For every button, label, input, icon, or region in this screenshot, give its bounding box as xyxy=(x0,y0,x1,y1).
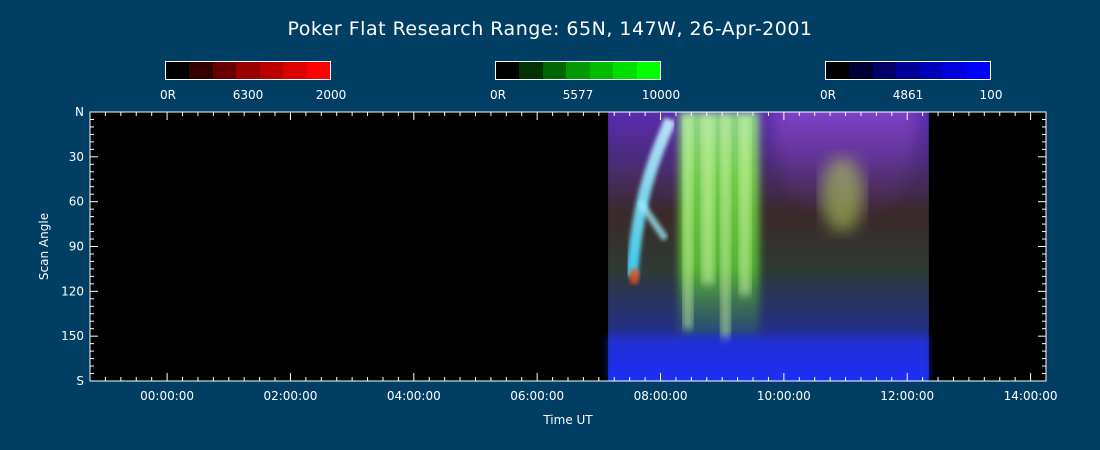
y-tick-label-0: N xyxy=(75,105,84,119)
x-tick-label-4: 08:00:00 xyxy=(634,389,688,403)
aurora-intensity-image xyxy=(608,112,929,381)
colorbar-swatch-4861-1 xyxy=(849,62,873,79)
chart-title: Poker Flat Research Range: 65N, 147W, 26… xyxy=(287,18,813,40)
green-aurora-streak-2 xyxy=(720,116,731,341)
x-tick-label-0: 00:00:00 xyxy=(140,389,194,403)
red-spot xyxy=(629,268,640,285)
colorbar-5577-wavelength-label: 5577 xyxy=(562,88,594,102)
cyan-arc-branch xyxy=(636,199,669,242)
colorbar-5577-gradient xyxy=(495,61,661,80)
colorbar-swatch-4861-5 xyxy=(943,62,967,79)
y-tick-label-3: 90 xyxy=(69,240,84,254)
yellow-green-patch xyxy=(820,156,865,232)
colorbar-swatch-6300-0 xyxy=(166,62,190,79)
y-axis-label: Scan Angle xyxy=(37,213,51,280)
y-tick-label-5: 150 xyxy=(61,329,84,343)
colorbar-swatch-4861-0 xyxy=(826,62,850,79)
green-aurora-streak-3 xyxy=(739,116,751,296)
colorbar-5577-max-label: 10000 xyxy=(641,88,681,102)
colorbar-6300-gradient xyxy=(165,61,331,80)
colorbar-swatch-4861-2 xyxy=(872,62,897,79)
y-tick-label-1: 30 xyxy=(69,150,84,164)
colorbar-4861-gradient xyxy=(825,61,991,80)
y-tick-label-6: S xyxy=(76,374,84,388)
x-tick-label-2: 04:00:00 xyxy=(387,389,441,403)
green-aurora-streak-0 xyxy=(683,116,693,329)
cyan-arc xyxy=(625,117,677,277)
x-axis-label: Time UT xyxy=(542,413,593,427)
colorbar-swatch-5577-3 xyxy=(566,62,590,79)
x-tick-label-5: 10:00:00 xyxy=(757,389,811,403)
colorbar-swatch-5577-6 xyxy=(636,62,660,79)
x-tick-label-3: 06:00:00 xyxy=(510,389,564,403)
y-tick-label-4: 120 xyxy=(61,284,84,298)
colorbar-swatch-6300-6 xyxy=(306,62,330,79)
colorbar-swatch-6300-3 xyxy=(236,62,260,79)
colorbar-4861-max-label: 100 xyxy=(979,88,1003,102)
colorbar-swatch-6300-2 xyxy=(212,62,237,79)
colorbar-swatch-5577-2 xyxy=(542,62,567,79)
colorbar-swatch-6300-4 xyxy=(259,62,284,79)
colorbar-swatch-5577-5 xyxy=(613,62,637,79)
colorbar-swatch-5577-1 xyxy=(519,62,543,79)
colorbar-swatch-5577-0 xyxy=(496,62,520,79)
colorbar-6300-wavelength-label: 6300 xyxy=(232,88,264,102)
colorbar-4861-wavelength-label: 4861 xyxy=(892,88,924,102)
colorbar-swatch-4861-6 xyxy=(966,62,990,79)
colorbar-4861-min-label: 0R xyxy=(820,88,836,102)
colorbar-swatch-4861-4 xyxy=(919,62,944,79)
y-tick-label-2: 60 xyxy=(69,195,84,209)
colorbar-6300-min-label: 0R xyxy=(160,88,176,102)
colorbar-5577-min-label: 0R xyxy=(490,88,506,102)
x-tick-label-6: 12:00:00 xyxy=(880,389,934,403)
colorbar-swatch-4861-3 xyxy=(896,62,920,79)
colorbar-6300-max-label: 2000 xyxy=(315,88,347,102)
x-tick-label-7: 14:00:00 xyxy=(1004,389,1058,403)
x-tick-label-1: 02:00:00 xyxy=(263,389,317,403)
axis-ticks: 00:00:00 02:00:00 04:00:00 06:00:00 08:00:00… xyxy=(61,105,1057,403)
colorbar-swatch-5577-4 xyxy=(589,62,614,79)
colorbar-swatch-6300-5 xyxy=(283,62,307,79)
colorbar-swatch-6300-1 xyxy=(189,62,213,79)
blue-band xyxy=(608,336,929,381)
green-aurora-streak-1 xyxy=(701,116,715,285)
